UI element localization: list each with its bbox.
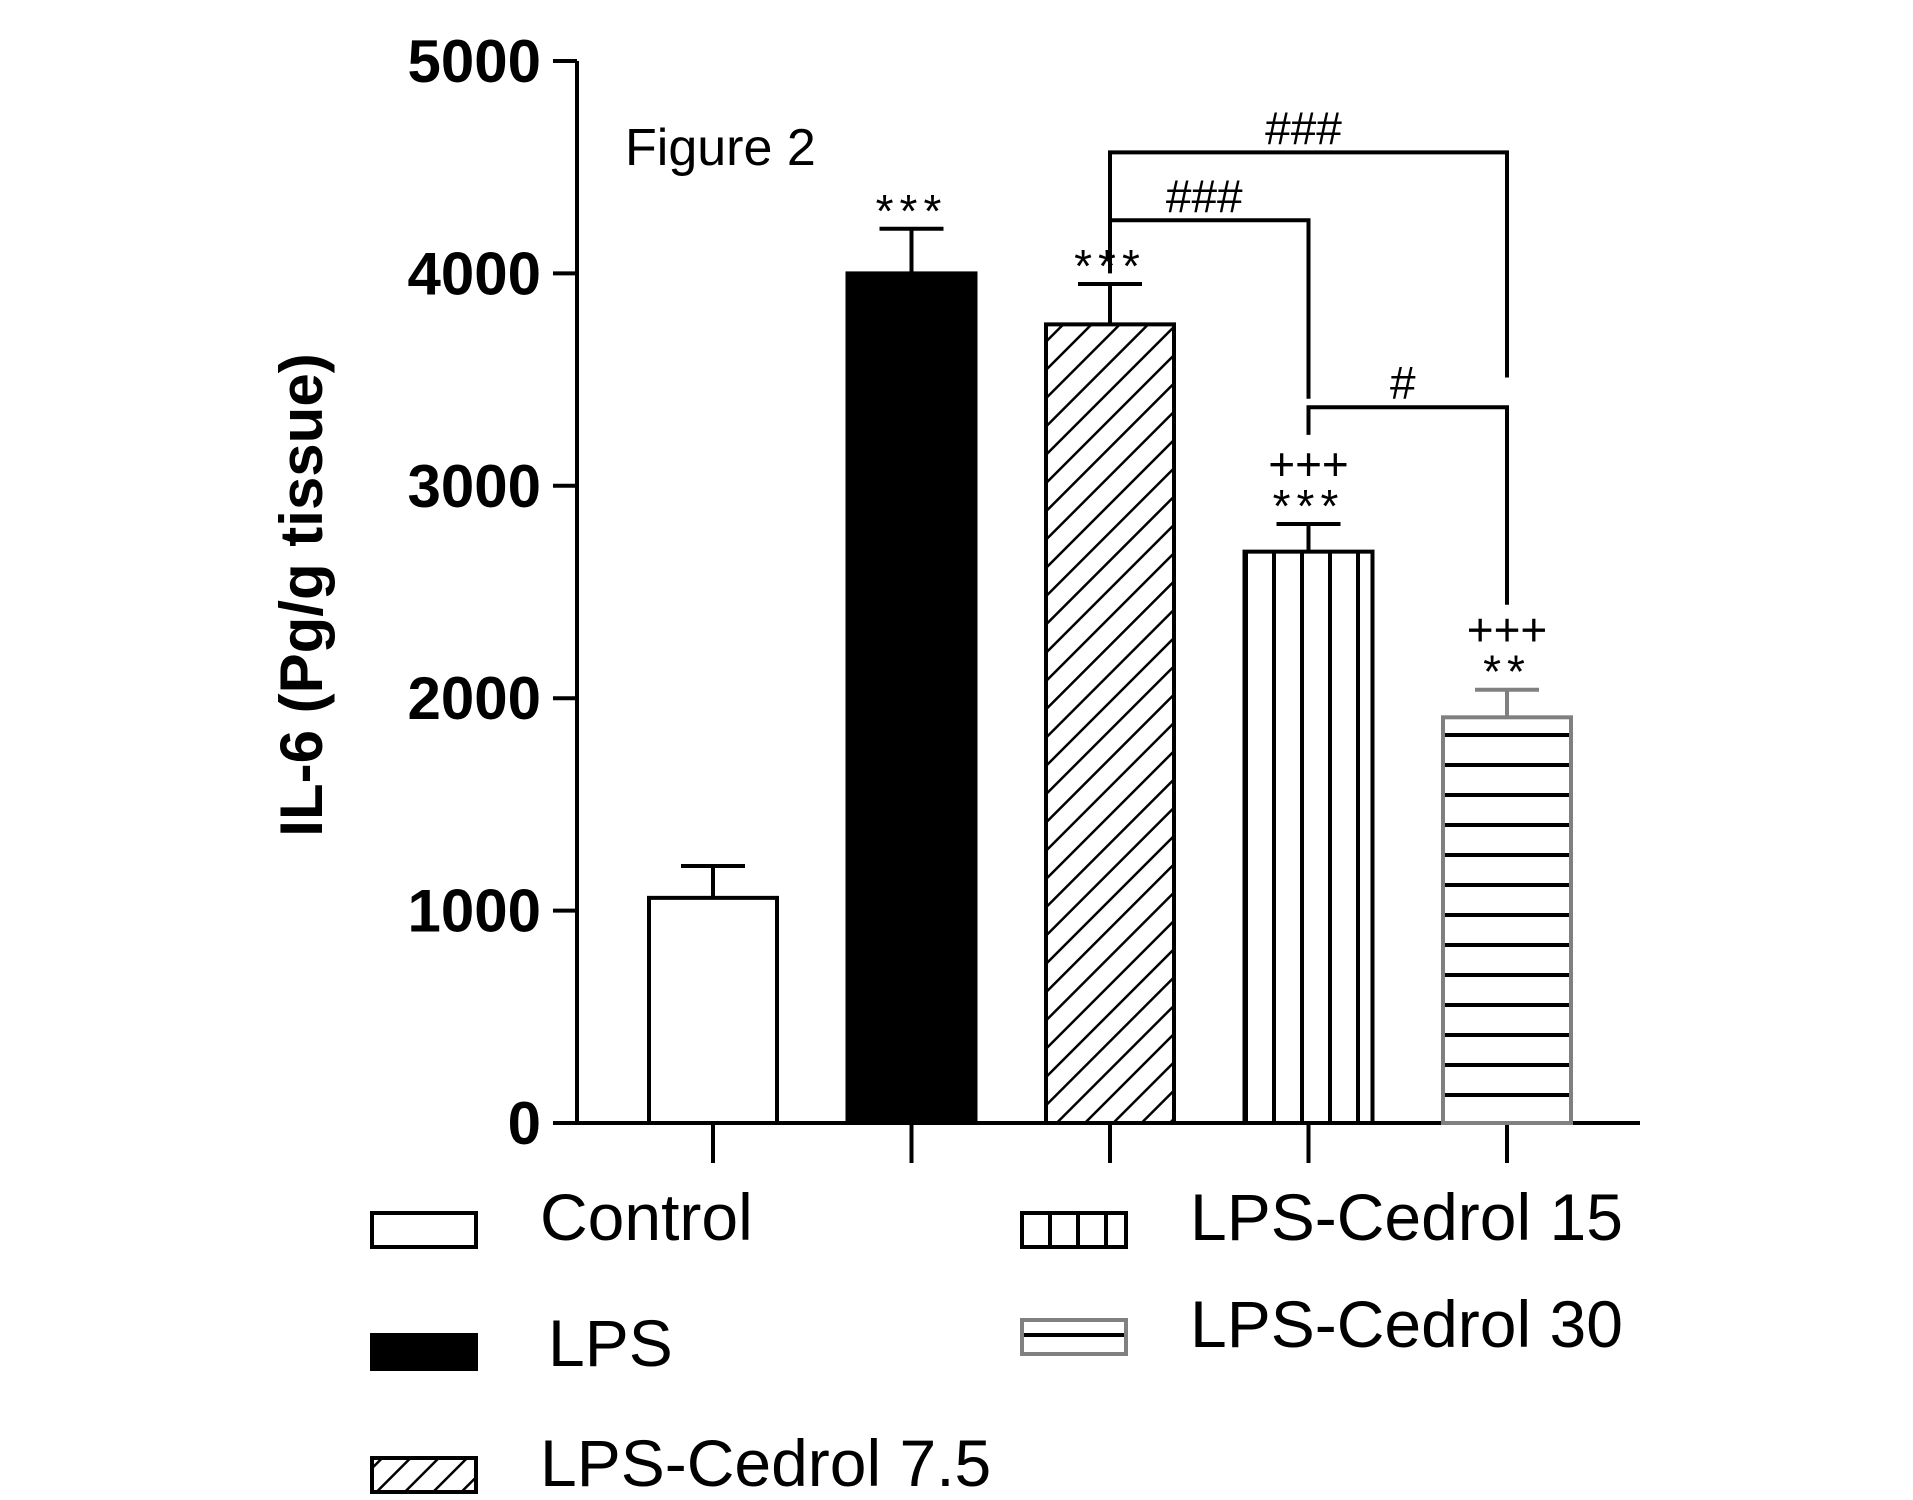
comparison-bracket — [1108, 150, 1509, 378]
y-tick-label: 0 — [508, 1090, 541, 1157]
y-tick-label: 4000 — [408, 240, 541, 307]
legend-label: LPS-Cedrol 15 — [1190, 1180, 1623, 1254]
significance-vs-control: ** — [1483, 646, 1531, 698]
comparison-label: # — [1390, 357, 1416, 409]
y-axis-title: IL-6 (Pg/g tissue) — [268, 353, 335, 836]
significance-vs-control: *** — [1273, 480, 1345, 532]
error-bars — [681, 226, 1539, 898]
y-tick-label: 3000 — [408, 453, 541, 520]
legend-swatch — [370, 1211, 478, 1249]
axes: 0 1000 2000 3000 4000 5000 — [408, 28, 1640, 1163]
significance-vs-control: *** — [1074, 240, 1146, 292]
comparison-brackets: ####### — [1108, 102, 1509, 605]
significance-vs-lps: +++ — [1467, 604, 1548, 656]
legend: Control LPS LPS-Cedrol 7.5 LPS-Cedrol 15 LPS… — [370, 1180, 1623, 1500]
bar-control — [647, 895, 779, 1126]
legend-swatch — [370, 1456, 478, 1494]
y-tick-label: 2000 — [408, 665, 541, 732]
bar-lps — [845, 271, 978, 1125]
significance-vs-lps: +++ — [1268, 438, 1349, 490]
comparison-label: ### — [1265, 102, 1342, 154]
y-tick-label: 5000 — [408, 28, 541, 95]
significance-markers: *********+++**+++ — [876, 185, 1548, 698]
bar-lps-cedrol-7-5 — [1044, 322, 1176, 1126]
bar-lps-cedrol-15 — [1242, 549, 1375, 1125]
legend-label: LPS-Cedrol 30 — [1190, 1287, 1623, 1361]
bars — [647, 271, 1573, 1126]
legend-label: LPS-Cedrol 7.5 — [540, 1426, 991, 1500]
y-tick-label: 1000 — [408, 878, 541, 945]
legend-label: Control — [540, 1180, 753, 1254]
legend-swatch — [1020, 1211, 1128, 1249]
legend-swatch — [370, 1333, 478, 1371]
comparison-bracket — [1306, 405, 1509, 605]
legend-label: LPS — [548, 1306, 673, 1380]
comparison-label: ### — [1166, 170, 1243, 222]
bar-lps-cedrol-30 — [1441, 715, 1573, 1125]
comparison-bracket — [1108, 218, 1311, 399]
legend-swatch — [1020, 1318, 1128, 1356]
chart-title: Figure 2 — [625, 119, 816, 177]
significance-vs-control: *** — [876, 185, 948, 237]
